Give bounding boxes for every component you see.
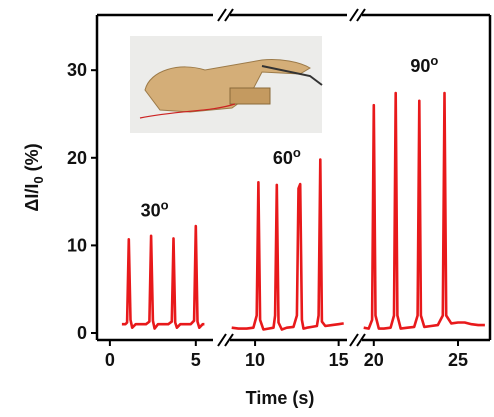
y-axis-label-part: (%) [22, 143, 42, 176]
x-tick-label: 20 [364, 350, 384, 370]
annotation-value: 60 [273, 148, 293, 168]
y-tick-label: 0 [77, 323, 87, 343]
photo-inset [130, 36, 323, 133]
x-tick-label: 15 [329, 350, 349, 370]
break-mark [349, 333, 359, 347]
y-axis-label: ΔI/I0 (%) [22, 143, 46, 211]
break-mark [217, 8, 227, 22]
x-tick-label: 0 [105, 350, 115, 370]
break-mark [356, 333, 366, 347]
annotation: 90o [410, 53, 438, 76]
x-tick-label: 25 [448, 350, 468, 370]
y-tick-label: 30 [67, 60, 87, 80]
annotation: 30o [141, 197, 169, 220]
break-mark [356, 8, 366, 22]
x-tick-label: 10 [245, 350, 265, 370]
break-mark [349, 8, 359, 22]
signal-line [363, 91, 485, 330]
break-mark [224, 8, 234, 22]
break-mark [224, 333, 234, 347]
y-axis-label-part: 0 [31, 176, 46, 183]
break-mark [217, 333, 227, 347]
annotation-degree: o [161, 197, 169, 212]
annotation-value: 30 [141, 200, 161, 220]
annotation-degree: o [430, 53, 438, 68]
annotation-degree: o [293, 145, 301, 160]
signal-line [121, 224, 205, 330]
y-axis-label-part: ΔI/I [22, 184, 42, 212]
y-tick-label: 20 [67, 148, 87, 168]
annotation-value: 90 [410, 56, 430, 76]
annotation: 60o [273, 145, 301, 168]
signal-line [231, 158, 344, 331]
y-tick-label: 10 [67, 235, 87, 255]
x-tick-label: 5 [191, 350, 201, 370]
x-axis-label: Time (s) [246, 388, 315, 408]
